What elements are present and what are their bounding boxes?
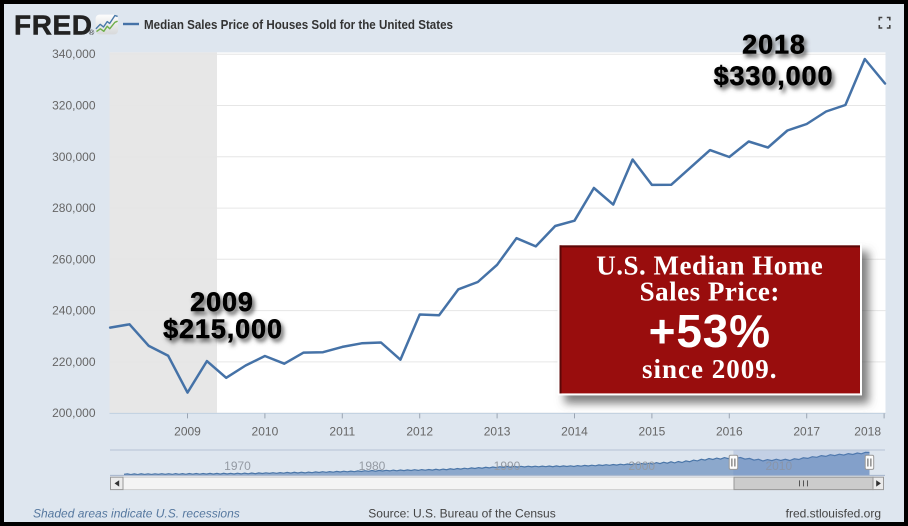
svg-text:220,000: 220,000 (52, 355, 96, 369)
svg-text:fred.stlouisfed.org: fred.stlouisfed.org (786, 507, 881, 521)
svg-text:®: ® (89, 28, 95, 37)
svg-text:2010: 2010 (252, 425, 279, 439)
svg-text:260,000: 260,000 (52, 252, 96, 266)
svg-text:2015: 2015 (639, 425, 666, 439)
svg-text:240,000: 240,000 (52, 304, 96, 318)
svg-text:since 2009.: since 2009. (642, 354, 778, 384)
svg-text:U.S. Median Home: U.S. Median Home (596, 251, 823, 281)
svg-text:2018: 2018 (742, 30, 806, 60)
svg-text:2017: 2017 (793, 425, 820, 439)
svg-text:1980: 1980 (359, 459, 386, 473)
svg-text:FRED: FRED (14, 10, 93, 41)
svg-text:1990: 1990 (494, 459, 521, 473)
svg-text:2013: 2013 (484, 425, 511, 439)
svg-text:2000: 2000 (628, 459, 655, 473)
svg-text:340,000: 340,000 (52, 47, 96, 61)
svg-text:+53%: +53% (649, 305, 771, 357)
svg-text:2009: 2009 (174, 425, 201, 439)
svg-text:$215,000: $215,000 (163, 314, 283, 344)
svg-text:200,000: 200,000 (52, 406, 96, 420)
svg-text:300,000: 300,000 (52, 150, 96, 164)
svg-text:Median Sales Price of Houses S: Median Sales Price of Houses Sold for th… (144, 17, 453, 32)
svg-text:2018: 2018 (854, 425, 881, 439)
svg-text:2011: 2011 (329, 425, 355, 439)
svg-text:2012: 2012 (406, 425, 433, 439)
svg-text:320,000: 320,000 (52, 99, 96, 113)
svg-text:Source: U.S. Bureau of the Cen: Source: U.S. Bureau of the Census (368, 507, 555, 521)
svg-text:2010: 2010 (765, 459, 792, 473)
svg-text:2009: 2009 (190, 287, 254, 317)
svg-text:1970: 1970 (224, 459, 251, 473)
svg-text:Shaded areas indicate U.S. rec: Shaded areas indicate U.S. recessions (33, 507, 240, 521)
svg-text:$330,000: $330,000 (714, 61, 834, 91)
svg-text:Sales Price:: Sales Price: (640, 277, 780, 307)
svg-text:280,000: 280,000 (52, 201, 96, 215)
svg-text:2016: 2016 (716, 425, 743, 439)
svg-text:2014: 2014 (561, 425, 588, 439)
